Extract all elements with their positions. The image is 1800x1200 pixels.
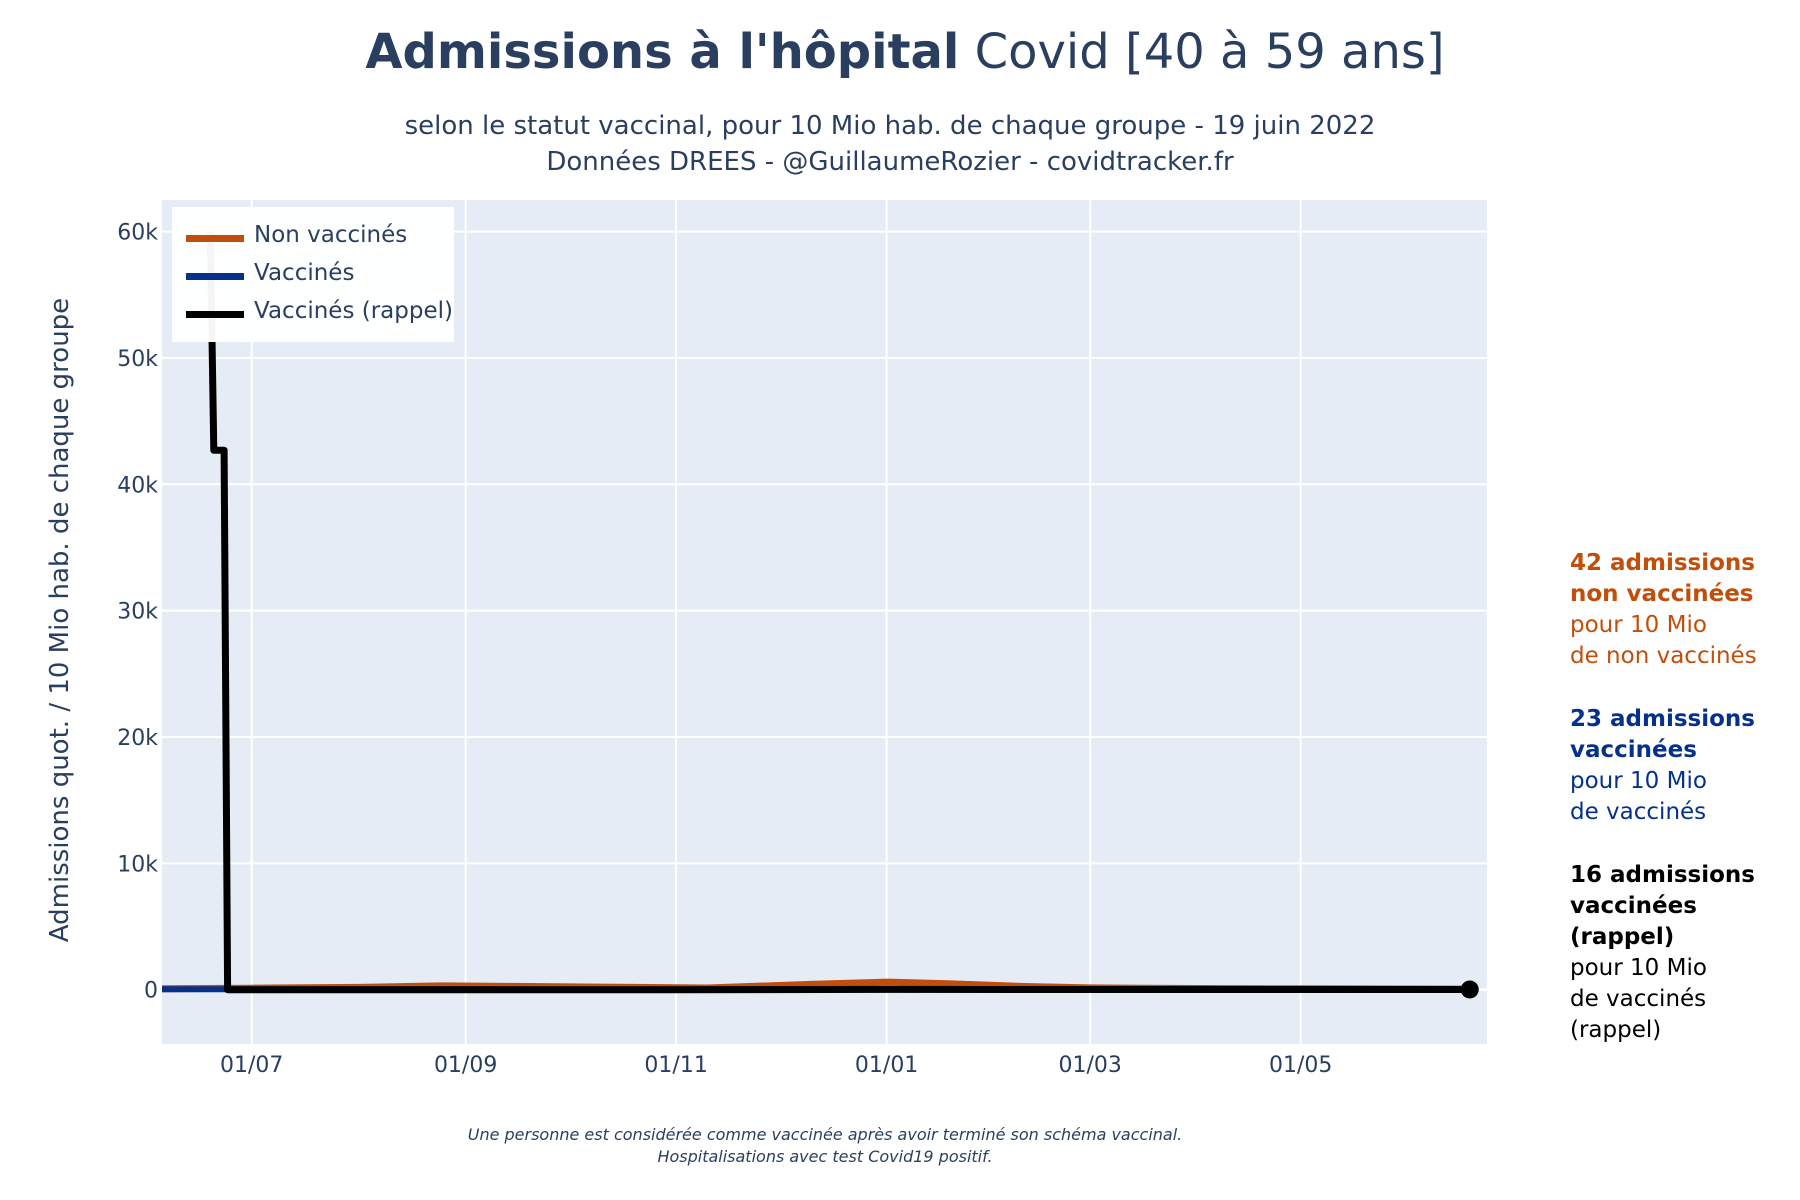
chart-subtitle: selon le statut vaccinal, pour 10 Mio ha… [0, 108, 1780, 180]
chart-title-rest: Covid [40 à 59 ans] [959, 24, 1445, 80]
y-tick-label: 50k [117, 347, 158, 372]
y-tick-label: 40k [117, 473, 158, 498]
annotation-vaccines: 23 admissions vaccinées pour 10 Mio de v… [1570, 704, 1755, 828]
annotation-rappel-line1: pour 10 Mio [1570, 955, 1707, 981]
annotation-vaccines-line1: pour 10 Mio [1570, 768, 1707, 794]
annotation-non-vaccines-bold1: 42 admissions [1570, 550, 1755, 576]
chart-title-bold: Admissions à l'hôpital [365, 24, 960, 80]
y-tick-label: 60k [117, 221, 158, 246]
legend-label-non-vaccines[interactable]: Non vaccinés [254, 222, 408, 248]
y-tick-label: 10k [117, 852, 158, 877]
y-tick-label: 20k [117, 726, 158, 751]
x-tick-label: 01/03 [1058, 1053, 1121, 1078]
annotation-non-vaccines-line1: pour 10 Mio [1570, 612, 1707, 638]
legend-label-rappel[interactable]: Vaccinés (rappel) [254, 298, 453, 324]
legend-label-vaccines[interactable]: Vaccinés [254, 260, 355, 286]
footnote-line-2: Hospitalisations avec test Covid19 posit… [657, 1147, 993, 1166]
annotation-rappel: 16 admissions vaccinées (rappel) pour 10… [1570, 860, 1800, 1046]
footnote-line-1: Une personne est considérée comme vaccin… [467, 1125, 1183, 1144]
annotation-non-vaccines-bold2: non vaccinées [1570, 581, 1754, 607]
series-group [161, 231, 1479, 999]
y-tick-label: 0 [144, 979, 158, 1004]
x-tick-label: 01/11 [644, 1053, 707, 1078]
annotation-vaccines-line2: de vaccinés [1570, 799, 1707, 825]
x-tick-label: 01/05 [1269, 1053, 1332, 1078]
grid-lines [162, 200, 1487, 1044]
chart-title: Admissions à l'hôpital Covid [40 à 59 an… [0, 24, 1800, 80]
annotation-non-vaccines-line2: de non vaccinés [1570, 643, 1757, 669]
x-tick-label: 01/01 [855, 1053, 918, 1078]
subtitle-line-2: Données DREES - @GuillaumeRozier - covid… [546, 147, 1234, 177]
annotation-rappel-bold2: vaccinées (rappel) [1570, 893, 1697, 950]
legend-swatch-rappel [186, 311, 244, 318]
annotation-vaccines-bold1: 23 admissions [1570, 706, 1755, 732]
annotation-non-vaccines: 42 admissions non vaccinées pour 10 Mio … [1570, 548, 1757, 672]
annotation-rappel-line2: de vaccinés (rappel) [1570, 986, 1707, 1043]
annotation-vaccines-bold2: vaccinées [1570, 737, 1697, 763]
series-line-2 [206, 231, 1470, 994]
legend-swatch-vaccines [186, 273, 244, 280]
axis-ticks: 0 10k 20k 30k 40k 50k 60k 01/07 01/09 01/11 01/01 0… [117, 221, 1332, 1078]
x-tick-label: 01/07 [220, 1053, 283, 1078]
footnote: Une personne est considérée comme vaccin… [0, 1124, 1650, 1168]
x-tick-label: 01/09 [434, 1053, 497, 1078]
y-tick-label: 30k [117, 600, 158, 625]
series-end-marker [1460, 980, 1479, 999]
annotation-rappel-bold1: 16 admissions [1570, 862, 1755, 888]
subtitle-line-1: selon le statut vaccinal, pour 10 Mio ha… [404, 111, 1376, 141]
legend-swatch-non-vaccines [186, 235, 244, 242]
